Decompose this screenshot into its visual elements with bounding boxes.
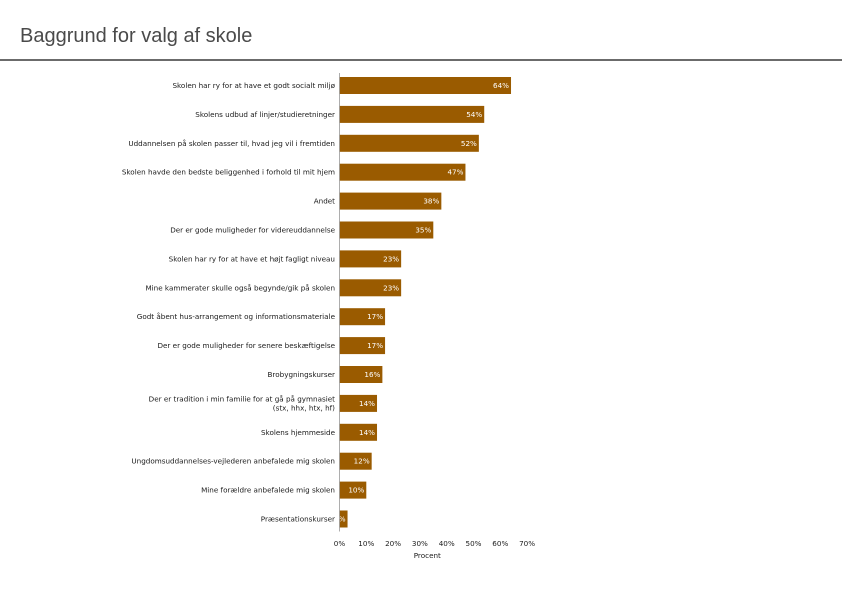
x-tick-label: 40% bbox=[439, 539, 455, 548]
category-label: Mine forældre anbefalede mig skolen bbox=[201, 486, 335, 495]
bar bbox=[339, 394, 378, 412]
data-label: 47% bbox=[447, 168, 463, 177]
x-tick-label: 20% bbox=[385, 539, 401, 548]
bar bbox=[339, 105, 485, 123]
bar bbox=[339, 279, 402, 297]
x-tick-label: 10% bbox=[358, 539, 374, 548]
category-label: Uddannelsen på skolen passer til, hvad j… bbox=[128, 139, 335, 148]
category-labels-group: Skolen har ry for at have et godt social… bbox=[122, 81, 336, 524]
category-label: Skolens hjemmeside bbox=[261, 428, 336, 437]
bar bbox=[339, 163, 466, 181]
page-title: Baggrund for valg af skole bbox=[20, 25, 253, 47]
data-label: 17% bbox=[367, 341, 383, 350]
category-label: Skolen har ry for at have et højt faglig… bbox=[169, 254, 335, 263]
data-label: 14% bbox=[359, 428, 375, 437]
data-label: 52% bbox=[461, 139, 477, 148]
bar bbox=[339, 452, 372, 470]
category-label: Der er gode muligheder for videreuddanne… bbox=[170, 226, 335, 235]
data-label: 38% bbox=[423, 197, 439, 206]
x-tick-label: 60% bbox=[492, 539, 508, 548]
data-label: 23% bbox=[383, 254, 399, 263]
category-label: Andet bbox=[314, 197, 335, 206]
bar bbox=[339, 481, 367, 499]
category-label: Ungdomsuddannelses-vejlederen anbefalede… bbox=[131, 457, 335, 466]
bar bbox=[339, 337, 386, 355]
bar bbox=[339, 308, 386, 326]
bar bbox=[339, 423, 378, 441]
data-label: 12% bbox=[354, 457, 370, 466]
data-label: 35% bbox=[415, 226, 431, 235]
data-label: 64% bbox=[493, 81, 509, 90]
bar bbox=[339, 221, 434, 239]
category-label: Der er gode muligheder for senere beskæf… bbox=[157, 341, 335, 350]
bar bbox=[339, 134, 479, 152]
data-label: 3% bbox=[334, 515, 346, 524]
category-label: Præsentationskurser bbox=[261, 515, 335, 524]
x-axis-group: 0% 10% 20% 30% 40% 50% 60% 70% bbox=[334, 73, 535, 548]
category-label: Godt åbent hus-arrangement og informatio… bbox=[137, 312, 336, 321]
bar bbox=[339, 510, 348, 528]
category-label: Der er tradition i min familie for at gå… bbox=[149, 394, 336, 412]
data-label: 23% bbox=[383, 283, 399, 292]
x-axis-title: Procent bbox=[414, 551, 441, 560]
category-label: Skolen har ry for at have et godt social… bbox=[172, 81, 335, 90]
bar bbox=[339, 250, 402, 268]
category-label: Brobygningskurser bbox=[268, 370, 336, 379]
x-tick-label: 30% bbox=[412, 539, 428, 548]
data-label: 14% bbox=[359, 399, 375, 408]
data-label: 54% bbox=[466, 110, 482, 119]
data-label: 10% bbox=[348, 486, 364, 495]
x-tick-label: 70% bbox=[519, 539, 535, 548]
title-divider bbox=[0, 59, 842, 61]
category-label: Skolen havde den bedste beliggenhed i fo… bbox=[122, 168, 335, 177]
category-label: Skolens udbud af linjer/studieretninger bbox=[195, 110, 335, 119]
data-labels-group: 64% 54% 52% 47% 38% 35% 23% 23% 17% 17% 16% 14% 14% 1… bbox=[334, 81, 509, 524]
data-label: 17% bbox=[367, 312, 383, 321]
bar bbox=[339, 77, 512, 94]
x-tick-label: 50% bbox=[466, 539, 482, 548]
x-tick-label: 0% bbox=[334, 539, 346, 548]
bar bbox=[339, 192, 442, 210]
category-label: Mine kammerater skulle også begynde/gik … bbox=[145, 283, 335, 292]
bars-group bbox=[339, 77, 512, 528]
data-label: 16% bbox=[364, 370, 380, 379]
bar bbox=[339, 366, 383, 383]
